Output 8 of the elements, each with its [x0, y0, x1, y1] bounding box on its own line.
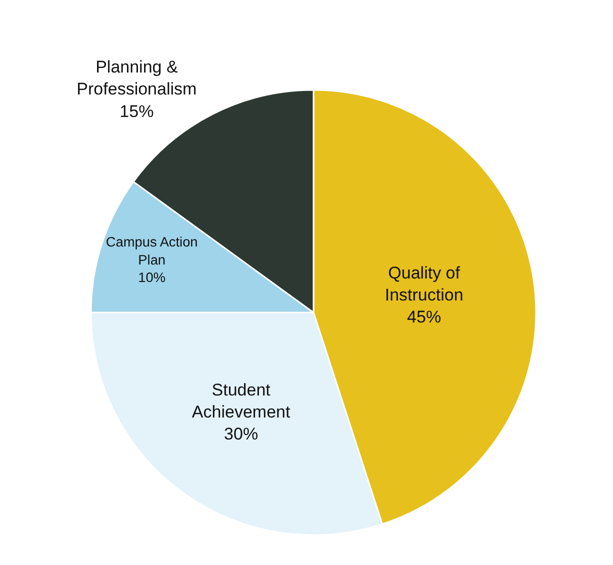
slice-label: Student Achievement — [192, 380, 290, 422]
data-label: 45% — [407, 308, 442, 327]
slice-label: Planning & Professionalism — [76, 58, 197, 99]
slice-label: Quality of Instruction — [384, 263, 464, 304]
slice-label: Campus Action Plan — [106, 234, 198, 268]
data-label: 15% — [120, 102, 154, 121]
data-label: 30% — [224, 424, 258, 444]
data-label: 10% — [138, 270, 166, 286]
